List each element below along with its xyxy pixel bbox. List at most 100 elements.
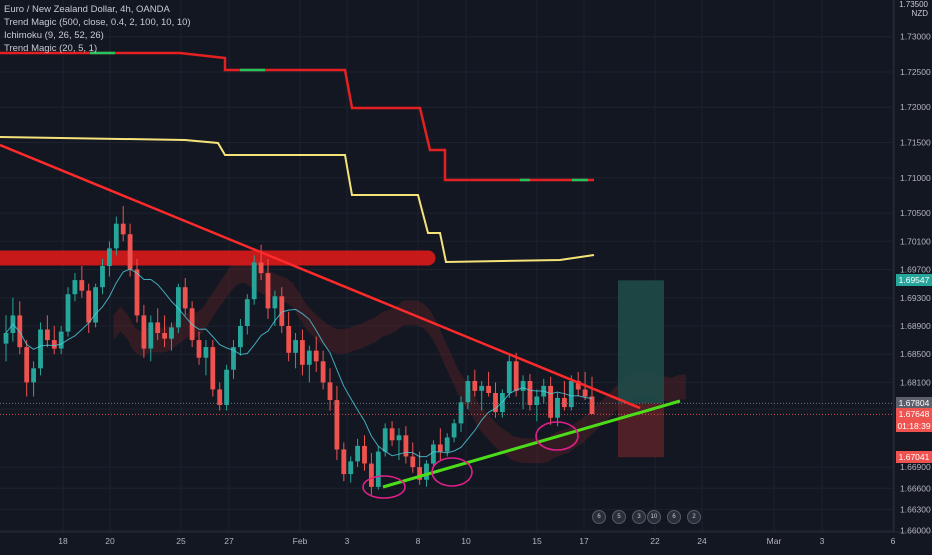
candle-body xyxy=(196,340,202,358)
x-tick-label: Feb xyxy=(293,536,308,546)
candle-body xyxy=(127,234,133,270)
time-axis xyxy=(0,532,932,550)
event-icon[interactable]: 10 xyxy=(647,510,661,524)
candle-body xyxy=(79,280,85,291)
candle-body xyxy=(300,340,305,365)
candle-body xyxy=(527,381,533,405)
y-tick-label: 1.68100 xyxy=(900,377,931,387)
candle-body xyxy=(431,444,436,464)
candle-body xyxy=(86,290,92,323)
candle-body xyxy=(327,382,333,400)
x-tick-label: 22 xyxy=(650,536,660,546)
candle-body xyxy=(38,329,43,369)
indicator-ichimoku[interactable]: Ichimoku (9, 26, 52, 26) xyxy=(4,30,104,41)
candle-body xyxy=(217,389,223,405)
candle-body xyxy=(169,327,174,339)
candle-body xyxy=(224,369,229,405)
candle-body xyxy=(486,385,491,393)
candle-body xyxy=(396,435,402,441)
candle-body xyxy=(465,381,471,403)
candle-body xyxy=(479,385,485,391)
y-tick-label: 1.66000 xyxy=(900,526,931,536)
event-icon[interactable]: 6 xyxy=(592,510,606,524)
event-icon[interactable]: 6 xyxy=(667,510,681,524)
y-tick-label: 1.72500 xyxy=(900,67,931,77)
candle-body xyxy=(562,397,567,408)
x-tick-label: 27 xyxy=(224,536,234,546)
x-tick-label: 6 xyxy=(891,536,896,546)
candle-body xyxy=(389,428,395,441)
x-tick-label: 20 xyxy=(105,536,115,546)
currency-badge[interactable]: 1.73500 NZD xyxy=(899,0,928,18)
candle-body xyxy=(458,402,464,424)
x-tick-label: 10 xyxy=(461,536,471,546)
candle-body xyxy=(341,449,347,475)
candle-body xyxy=(506,361,512,394)
x-tick-label: 3 xyxy=(820,536,825,546)
price-tag-target: 1.69547 xyxy=(896,274,932,287)
candle-body xyxy=(582,389,588,397)
candle-body xyxy=(148,322,154,349)
ichimoku-conversion-line xyxy=(5,268,593,458)
candle-body xyxy=(493,393,498,413)
event-group: 3 10 xyxy=(632,510,661,524)
y-tick-label: 1.66600 xyxy=(900,483,931,493)
axis-top-price: 1.73500 xyxy=(899,0,928,9)
indicator-trend-magic-500[interactable]: Trend Magic (500, close, 0.4, 2, 100, 10… xyxy=(4,17,191,28)
candle-body xyxy=(375,451,381,487)
candle-body xyxy=(100,266,105,288)
event-icon[interactable]: 2 xyxy=(687,510,701,524)
candle-body xyxy=(251,262,257,300)
candle-body xyxy=(3,333,9,344)
y-tick-label: 1.72000 xyxy=(900,102,931,112)
candle-body xyxy=(355,445,360,462)
candle-body xyxy=(176,287,181,328)
currency-label: NZD xyxy=(911,9,928,18)
y-tick-label: 1.68900 xyxy=(900,321,931,331)
y-tick-label: 1.66900 xyxy=(900,462,931,472)
candle-body xyxy=(244,299,250,326)
candle-body xyxy=(113,223,119,249)
candle-body xyxy=(58,331,64,349)
trend-magic-500-line xyxy=(0,51,594,182)
candle-body xyxy=(51,340,57,349)
candle-body xyxy=(162,333,167,339)
swing-low-ellipse xyxy=(362,475,406,499)
candle-body xyxy=(437,444,443,452)
candle-body xyxy=(534,396,540,405)
candle-body xyxy=(210,347,216,390)
swing-low-ellipse xyxy=(535,421,579,451)
candle-body xyxy=(182,287,188,309)
y-tick-label: 1.69700 xyxy=(900,265,931,275)
y-tick-label: 1.66300 xyxy=(900,504,931,514)
candle-body xyxy=(286,326,292,353)
indicator-trend-magic-20[interactable]: Trend Magic (20, 5, 1) xyxy=(4,43,98,54)
symbol-title[interactable]: Euro / New Zealand Dollar, 4h, OANDA xyxy=(4,4,170,15)
event-icon[interactable]: 3 xyxy=(632,510,646,524)
candle-body xyxy=(306,350,312,365)
candle-body xyxy=(348,461,354,475)
candle-body xyxy=(451,423,457,438)
price-tag-stop: 1.67041 xyxy=(896,451,932,464)
resistance-trendline xyxy=(0,143,641,410)
target-zone xyxy=(618,280,664,404)
x-tick-label: 24 xyxy=(697,536,707,546)
candle-body xyxy=(403,435,409,457)
candle-body xyxy=(568,381,574,408)
candle-body xyxy=(472,381,478,391)
candle-body xyxy=(513,361,519,391)
candle-body xyxy=(369,463,374,487)
candle-body xyxy=(231,347,236,370)
event-icon[interactable]: 5 xyxy=(612,510,626,524)
candle-body xyxy=(520,381,526,391)
candle-body xyxy=(155,322,161,333)
candle-body xyxy=(555,397,560,418)
x-tick-label: 17 xyxy=(579,536,589,546)
x-tick-label: 18 xyxy=(58,536,68,546)
candle-body xyxy=(24,347,30,383)
candle-body xyxy=(141,315,147,349)
candle-body xyxy=(272,296,278,309)
candle-body xyxy=(313,350,319,362)
